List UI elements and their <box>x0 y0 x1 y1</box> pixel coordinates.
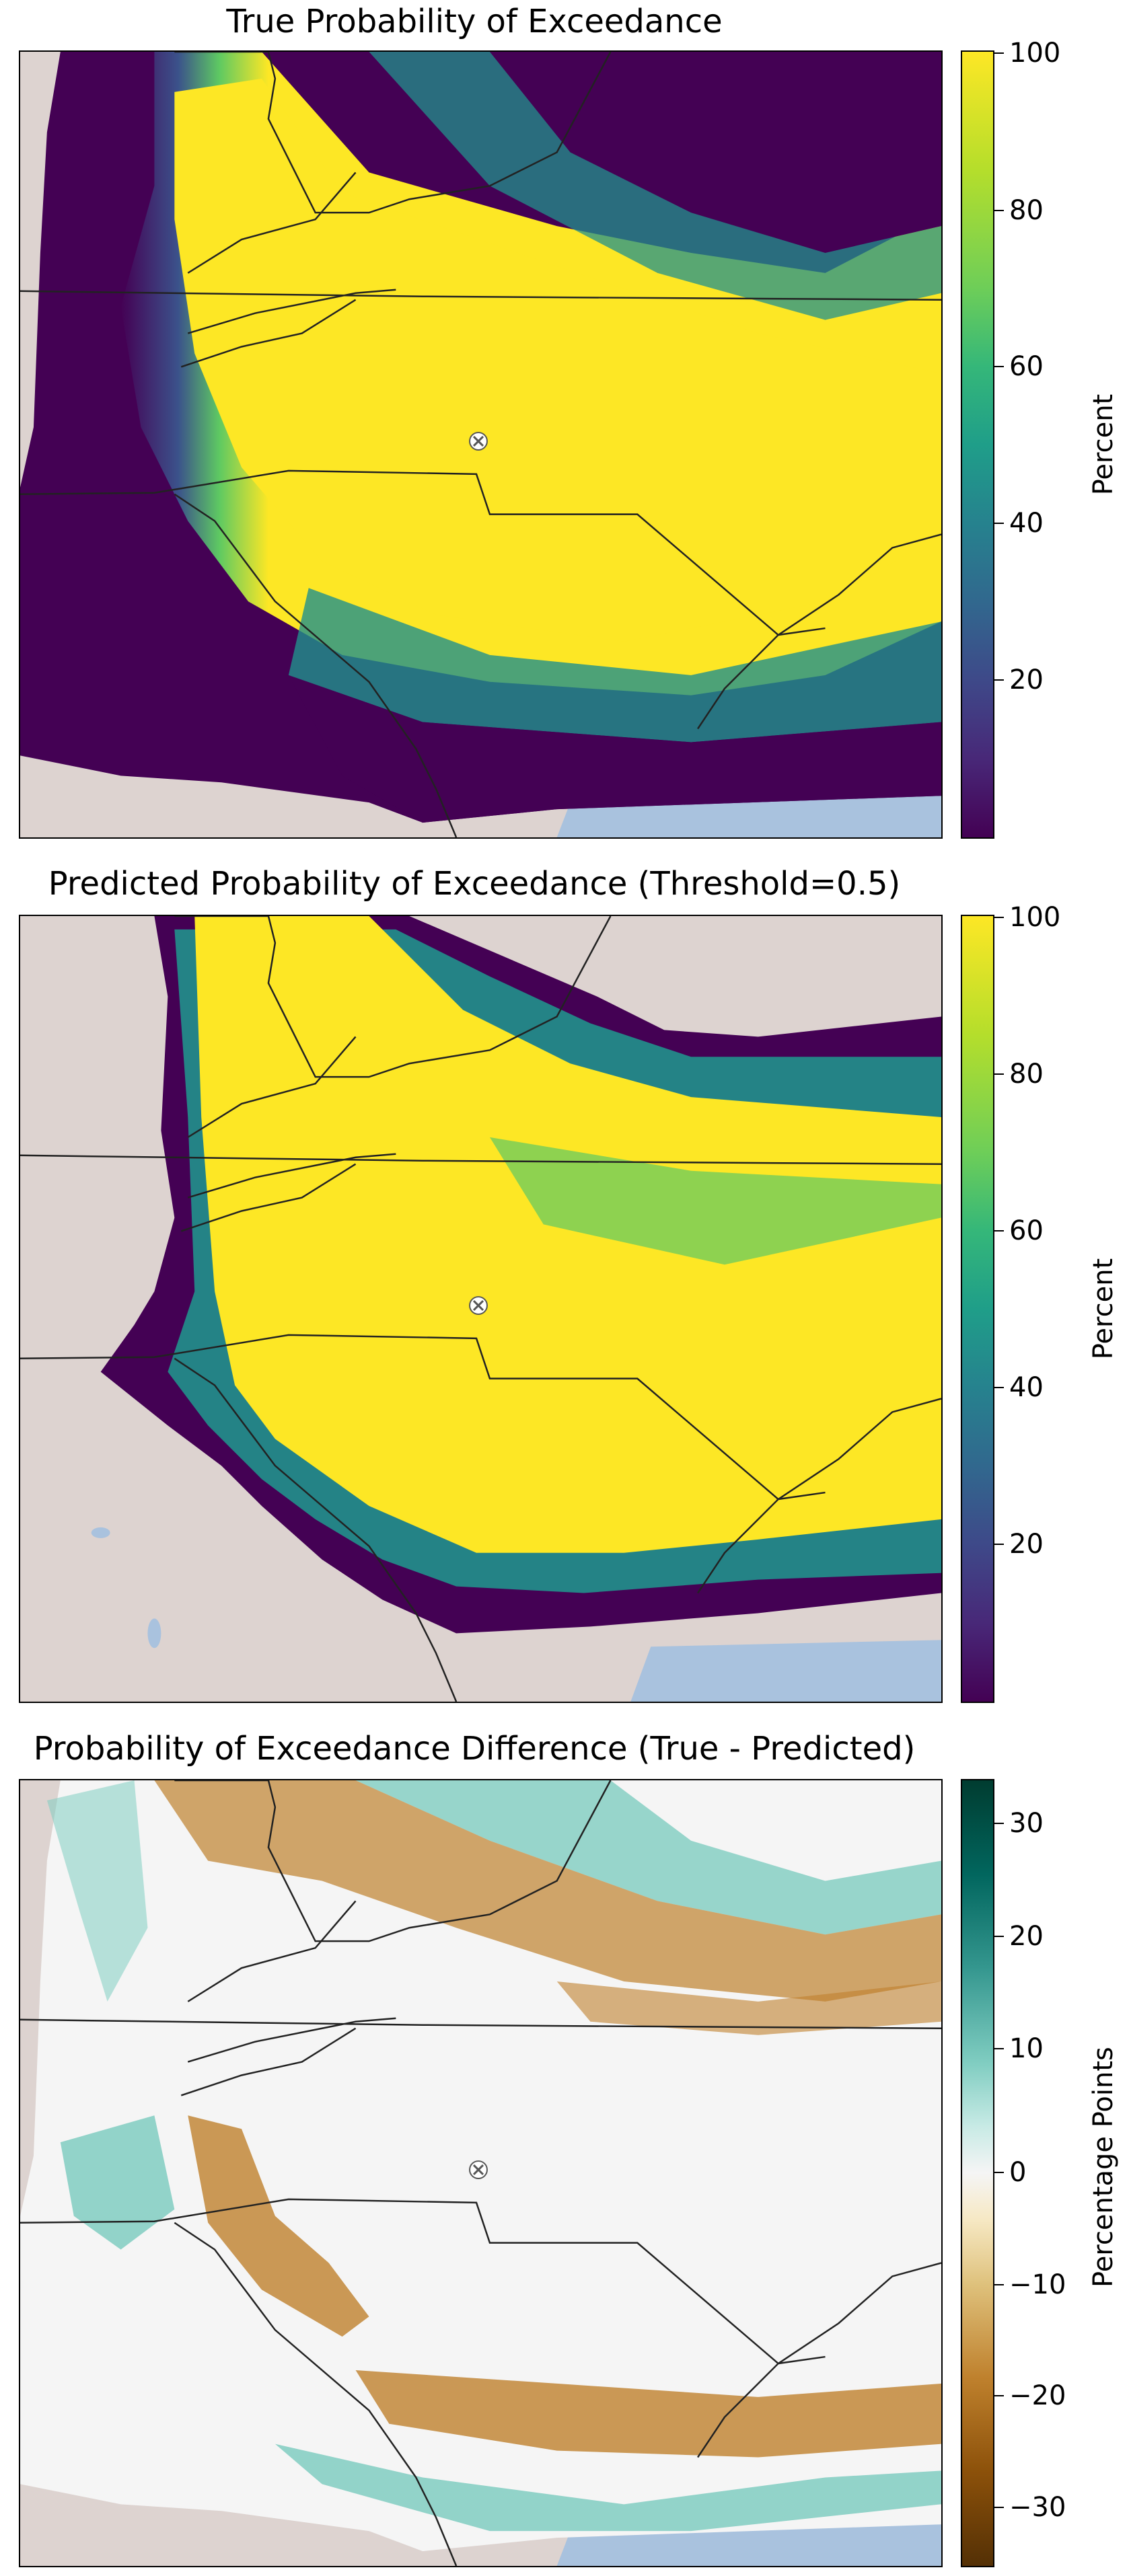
panel2-tick: 80 <box>1009 1059 1044 1090</box>
state-borders <box>20 916 941 1702</box>
panel3-tick: −20 <box>1009 2380 1066 2411</box>
site-marker <box>469 1296 488 1315</box>
panel2-colorbar <box>961 915 994 1703</box>
panel2-tick: 100 <box>1009 902 1061 933</box>
panel3-tick: 10 <box>1009 2033 1044 2064</box>
panel1-map <box>19 50 943 839</box>
panel3-map <box>19 1779 943 2567</box>
panel2-title: Predicted Probability of Exceedance (Thr… <box>48 865 901 903</box>
panel2-tick: 60 <box>1009 1215 1044 1246</box>
panel3-colorbar <box>961 1779 994 2567</box>
panel3-tick: −30 <box>1009 2492 1066 2523</box>
site-marker <box>469 2160 488 2179</box>
panel1-tick: 100 <box>1009 38 1061 69</box>
panel2-tick: 20 <box>1009 1529 1044 1560</box>
panel3-colorbar-label: Percentage Points <box>1088 2047 1119 2287</box>
panel1-colorbar <box>961 50 994 839</box>
field-lower-fade <box>288 675 941 823</box>
panel2-colorbar-label: Percent <box>1088 1258 1119 1360</box>
field-lower-transition <box>288 588 941 743</box>
positive-difference-zones <box>46 1780 941 2532</box>
panel3-tick: 30 <box>1009 1808 1044 1839</box>
ocean-area <box>556 2524 941 2566</box>
panel1-tick: 20 <box>1009 665 1044 695</box>
field-edge-band <box>489 1137 941 1265</box>
field-upper-transition <box>369 52 941 320</box>
negative-difference-zones <box>154 1780 941 2458</box>
panel3-tick: 0 <box>1009 2157 1027 2188</box>
panel1-colorbar-label: Percent <box>1088 393 1119 496</box>
panel3-title: Probability of Exceedance Difference (Tr… <box>33 1730 916 1768</box>
site-marker <box>469 432 488 451</box>
field-core <box>194 916 941 1553</box>
panel3-tick: −10 <box>1009 2269 1066 2300</box>
field-upper-fade <box>489 52 941 253</box>
panel1-tick: 40 <box>1009 508 1044 539</box>
field-core <box>174 78 941 642</box>
panel1-tick: 80 <box>1009 195 1044 226</box>
panel2-tick: 40 <box>1009 1372 1044 1403</box>
panel1-title: True Probability of Exceedance <box>226 3 723 40</box>
state-borders <box>20 1780 941 2566</box>
panel2-map <box>19 915 943 1703</box>
panel1-tick: 60 <box>1009 351 1044 382</box>
ocean-area <box>556 796 941 837</box>
panel3-tick: 20 <box>1009 1921 1044 1952</box>
state-borders <box>20 52 941 837</box>
